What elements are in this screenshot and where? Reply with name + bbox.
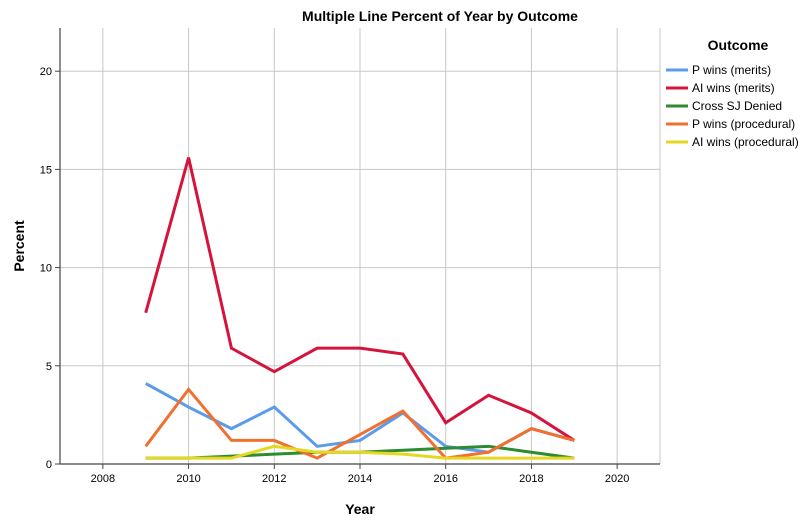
legend-label-1: AI wins (merits) <box>692 81 775 95</box>
x-tick-label-2018: 2018 <box>519 473 543 485</box>
y-axis-title: Percent <box>11 220 27 272</box>
legend-title: Outcome <box>708 37 769 53</box>
series-lines <box>144 157 576 460</box>
x-tick-label-2020: 2020 <box>605 473 629 485</box>
legend-label-4: AI wins (procedural) <box>692 135 799 149</box>
x-axis-ticks: 2008 2010 2012 2014 2016 2018 2020 <box>91 464 629 485</box>
y-tick-label-0: 0 <box>46 459 52 471</box>
x-tick-label-2010: 2010 <box>176 473 200 485</box>
y-axis-ticks: 0 5 10 15 20 <box>40 66 60 471</box>
legend-label-2: Cross SJ Denied <box>692 99 782 113</box>
x-tick-label-2014: 2014 <box>348 473 372 485</box>
x-tick-label-2012: 2012 <box>262 473 286 485</box>
y-tick-label-5: 5 <box>46 361 52 373</box>
y-tick-label-20: 20 <box>40 66 52 78</box>
x-tick-label-2016: 2016 <box>433 473 457 485</box>
legend-label-3: P wins (procedural) <box>692 117 795 131</box>
series-line-1 <box>144 157 576 442</box>
y-tick-label-10: 10 <box>40 263 52 275</box>
series-line-3 <box>144 386 575 460</box>
x-tick-label-2008: 2008 <box>91 473 115 485</box>
y-tick-label-15: 15 <box>40 164 52 176</box>
legend: Outcome P wins (merits) AI wins (merits) C… <box>666 37 799 149</box>
x-axis-title: Year <box>345 501 375 517</box>
chart-title: Multiple Line Percent of Year by Outcome <box>302 8 578 24</box>
series-line-4 <box>145 444 575 460</box>
legend-label-0: P wins (merits) <box>692 63 771 77</box>
